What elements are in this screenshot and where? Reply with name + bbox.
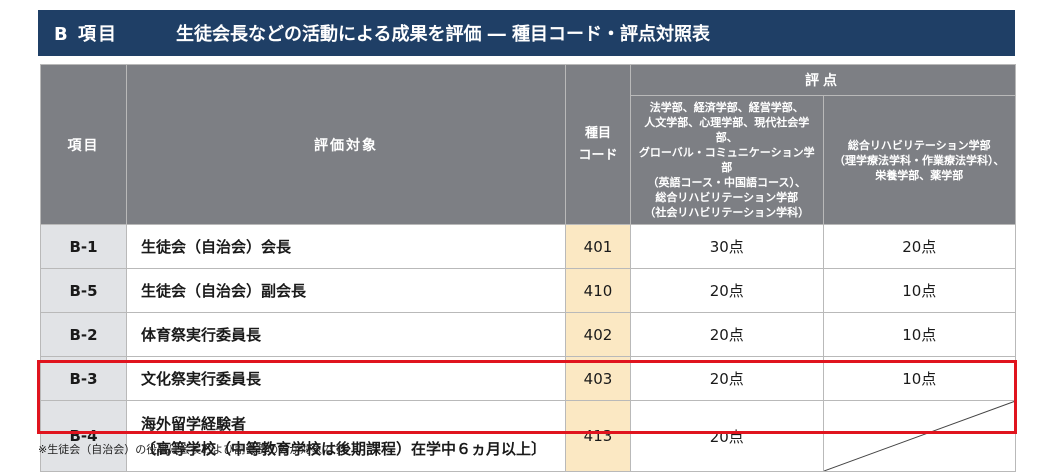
row-code: 402 bbox=[565, 312, 631, 357]
header-item: 項目 bbox=[40, 64, 127, 225]
row-target: 海外留学経験者 〔高等学校（中等教育学校は後期課程）在学中６ヵ月以上〕 bbox=[126, 400, 566, 472]
header-code: 種目 コード bbox=[565, 64, 631, 225]
header-score: 評点 bbox=[630, 64, 1016, 96]
header-code-line2: コード bbox=[578, 147, 618, 163]
table-row: B-5 生徒会（自治会）副会長 410 20点 10点 bbox=[40, 268, 1016, 313]
row-score-b-not-applicable bbox=[822, 400, 1016, 472]
row-target: 生徒会（自治会）副会長 bbox=[126, 268, 566, 313]
faculty-a-line: グローバル・コミュニケーション学部 bbox=[638, 146, 815, 174]
row-target: 体育祭実行委員長 bbox=[126, 312, 566, 357]
row-score-a: 20点 bbox=[630, 268, 824, 313]
table-title-banner: B 項目 生徒会長などの活動による成果を評価 ― 種目コード・評点対照表 bbox=[38, 10, 1015, 56]
row-item: B-4 bbox=[40, 400, 127, 472]
header-faculty-group-b: 総合リハビリテーション学部 （理学療法学科・作業療法学科）、 栄養学部、薬学部 bbox=[822, 95, 1016, 225]
row-target: 生徒会（自治会）会長 bbox=[126, 224, 566, 269]
section-tag: B 項目 bbox=[54, 24, 118, 45]
row-item: B-3 bbox=[40, 356, 127, 401]
score-table: 項目 評価対象 種目 コード 評点 法学部、経済学部、経営学部、 人文学部、心理… bbox=[40, 64, 1016, 472]
table-row: B-3 文化祭実行委員長 403 20点 10点 bbox=[40, 356, 1016, 401]
row-score-a: 20点 bbox=[630, 356, 824, 401]
faculty-a-line: （社会リハビリテーション学科） bbox=[644, 206, 810, 219]
table-row: B-2 体育祭実行委員長 402 20点 10点 bbox=[40, 312, 1016, 357]
row-code: 413 bbox=[565, 400, 631, 472]
table-title: 生徒会長などの活動による成果を評価 ― 種目コード・評点対照表 bbox=[176, 24, 710, 45]
row-score-a: 30点 bbox=[630, 224, 824, 269]
row-score-b: 10点 bbox=[822, 268, 1016, 313]
row-score-a: 20点 bbox=[630, 400, 824, 472]
row-target-line2: 〔高等学校（中等教育学校は後期課程）在学中６ヵ月以上〕 bbox=[141, 440, 547, 458]
header-faculty-group-a: 法学部、経済学部、経営学部、 人文学部、心理学部、現代社会学部、 グローバル・コ… bbox=[630, 95, 824, 225]
header-target: 評価対象 bbox=[126, 64, 566, 225]
faculty-b-line: （理学療法学科・作業療法学科）、 bbox=[834, 153, 1005, 167]
faculty-a-line: （英語コース・中国語コース）、 bbox=[647, 176, 806, 189]
faculty-b-line: 総合リハビリテーション学部 bbox=[847, 138, 991, 152]
row-code: 401 bbox=[565, 224, 631, 269]
row-item: B-2 bbox=[40, 312, 127, 357]
row-target: 文化祭実行委員長 bbox=[126, 356, 566, 401]
row-score-b: 10点 bbox=[822, 356, 1016, 401]
faculty-a-line: 法学部、経済学部、経営学部、 bbox=[649, 101, 804, 114]
footnote: ※生徒会（自治会）の役職は会長および副会長のみが対象です。 bbox=[38, 443, 355, 456]
row-item: B-5 bbox=[40, 268, 127, 313]
row-score-b: 10点 bbox=[822, 312, 1016, 357]
row-item: B-1 bbox=[40, 224, 127, 269]
row-score-b: 20点 bbox=[822, 224, 1016, 269]
row-target-line1: 海外留学経験者 bbox=[141, 415, 247, 433]
header-code-line1: 種目 bbox=[584, 125, 611, 141]
faculty-b-line: 栄養学部、薬学部 bbox=[875, 168, 964, 182]
faculty-a-line: 総合リハビリテーション学部 bbox=[655, 191, 799, 204]
row-code: 403 bbox=[565, 356, 631, 401]
diagonal-slash-icon bbox=[824, 401, 1016, 471]
row-code: 410 bbox=[565, 268, 631, 313]
table-row: B-1 生徒会（自治会）会長 401 30点 20点 bbox=[40, 224, 1016, 269]
table-row: B-4 海外留学経験者 〔高等学校（中等教育学校は後期課程）在学中６ヵ月以上〕 … bbox=[40, 400, 1016, 472]
faculty-a-line: 人文学部、心理学部、現代社会学部、 bbox=[644, 116, 810, 144]
row-score-a: 20点 bbox=[630, 312, 824, 357]
